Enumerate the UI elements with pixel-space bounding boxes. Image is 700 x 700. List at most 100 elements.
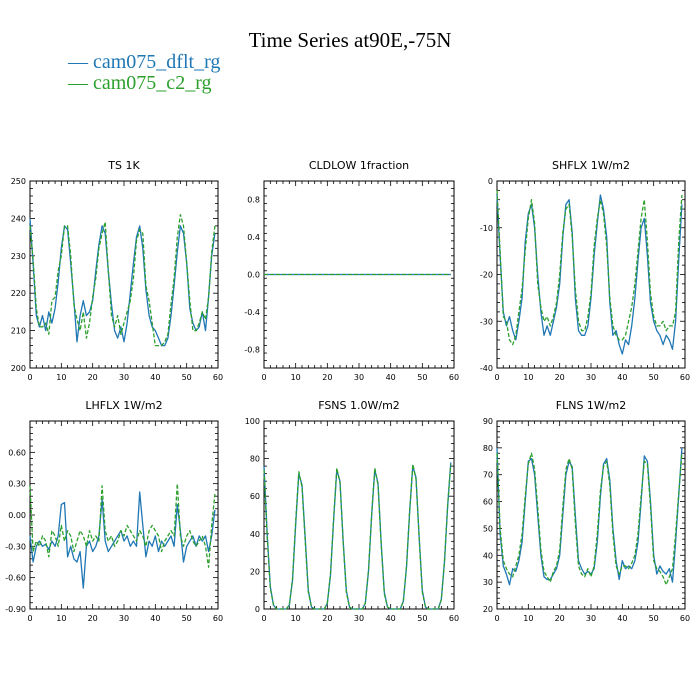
x-tick-label: 60 [449,373,459,382]
y-tick-label: 60 [483,498,493,507]
plot-frame [29,420,219,610]
y-tick-label: 0.4 [247,233,260,242]
x-tick-label: 40 [150,614,160,623]
chart-panel-3: LHFLX 1W/m2 0 10 20 30 40 50 60 -0.90 -0.60 -0.30 0… [5,399,223,623]
panel-title: LHFLX 1W/m2 [85,399,162,412]
x-tick-label: 50 [182,614,192,623]
panel-title: TS 1K [107,159,140,172]
y-tick-label: 30 [483,578,493,587]
series-line-dflt [496,194,683,355]
legend-label-c2: cam075_c2_rg [93,72,212,94]
x-tick-label: 10 [56,614,66,623]
chart-panel-0: TS 1K 0 10 20 30 40 50 60 200 210 220 230 240 250 [11,159,223,382]
panel-title: FLNS 1W/m2 [556,399,626,412]
y-tick-label: 40 [250,530,260,539]
y-tick-label: -20 [480,271,493,280]
x-tick-label: 50 [649,614,659,623]
x-tick-label: 0 [494,373,499,382]
legend-item-c2: — cam075_c2_rg [68,73,220,94]
x-tick-label: 40 [617,614,627,623]
x-tick-label: 0 [261,373,266,382]
y-tick-label: -10 [480,224,493,233]
legend-label-dflt: cam075_dflt_rg [93,51,221,73]
legend-dash: — [68,51,93,73]
chart-panel-2: SHFLX 1W/m2 0 10 20 30 40 50 60 -40 -30 -20 -10 0 [480,159,690,382]
x-tick-label: 0 [27,614,32,623]
x-tick-label: 40 [386,614,396,623]
series-line-c2 [496,452,683,586]
x-tick-label: 30 [119,614,129,623]
y-tick-label: 0.60 [8,448,26,457]
y-tick-label: 0 [488,177,493,186]
y-tick-label: -0.4 [244,308,260,317]
x-tick-label: 20 [555,373,565,382]
panel-title: SHFLX 1W/m2 [552,159,630,172]
y-tick-label: 0 [255,605,260,614]
x-tick-label: 10 [523,373,533,382]
y-tick-label: 0.30 [8,480,26,489]
y-tick-label: 220 [11,289,26,298]
x-tick-label: 40 [617,373,627,382]
chart-panel-1: CLDLOW 1fraction 0 10 20 30 40 50 60 -0.8 -0.4 0.0… [244,159,459,382]
x-tick-label: 10 [291,614,301,623]
y-tick-label: 80 [483,444,493,453]
x-tick-label: 20 [88,614,98,623]
x-tick-label: 60 [213,373,223,382]
x-tick-label: 0 [27,373,32,382]
series-line-c2 [29,483,216,568]
y-tick-label: 210 [11,327,26,336]
x-tick-label: 50 [182,373,192,382]
y-tick-label: -0.30 [5,542,26,551]
x-tick-label: 0 [261,614,266,623]
series-line-dflt [29,491,216,589]
y-tick-label: 230 [11,252,26,261]
x-tick-label: 60 [680,614,690,623]
y-tick-label: -40 [480,364,493,373]
x-tick-label: 30 [119,373,129,382]
y-tick-label: 80 [250,455,260,464]
x-tick-label: 20 [322,373,332,382]
legend: — cam075_dflt_rg — cam075_c2_rg [68,52,220,94]
series-line-c2 [263,463,452,610]
x-tick-label: 30 [586,614,596,623]
series-line-c2 [496,190,683,346]
y-tick-label: 90 [483,417,493,426]
y-tick-label: 0.00 [8,511,26,520]
x-tick-label: 40 [386,373,396,382]
series-line-c2 [29,214,216,347]
x-tick-label: 60 [213,614,223,623]
plot-frame [496,180,686,369]
legend-dash: — [68,72,93,94]
figure-title: Time Series at90E,-75N [248,28,452,52]
x-tick-label: 30 [354,373,364,382]
series-line-dflt [29,218,216,347]
chart-panel-4: FSNS 1.0W/m2 0 10 20 30 40 50 60 0 20 40 60 80 100 [245,399,459,623]
x-tick-label: 20 [88,373,98,382]
y-tick-label: -0.90 [5,605,26,614]
plot-frame [496,420,686,610]
x-tick-label: 10 [56,373,66,382]
x-tick-label: 50 [417,614,427,623]
x-tick-label: 20 [555,614,565,623]
x-tick-label: 60 [449,614,459,623]
x-tick-label: 50 [417,373,427,382]
series-line-dflt [496,447,683,586]
y-tick-label: 60 [250,492,260,501]
x-tick-label: 60 [680,373,690,382]
x-tick-label: 10 [291,373,301,382]
panel-title: CLDLOW 1fraction [309,159,409,172]
y-tick-label: 70 [483,471,493,480]
x-tick-label: 20 [322,614,332,623]
y-tick-label: 200 [11,364,26,373]
y-tick-label: 40 [483,551,493,560]
y-tick-label: -0.60 [5,574,26,583]
y-tick-label: 50 [483,524,493,533]
y-tick-label: 20 [250,567,260,576]
panel-title: FSNS 1.0W/m2 [318,399,400,412]
x-tick-label: 0 [494,614,499,623]
y-tick-label: 20 [483,605,493,614]
x-tick-label: 30 [354,614,364,623]
x-tick-label: 30 [586,373,596,382]
y-tick-label: 0.8 [247,196,260,205]
